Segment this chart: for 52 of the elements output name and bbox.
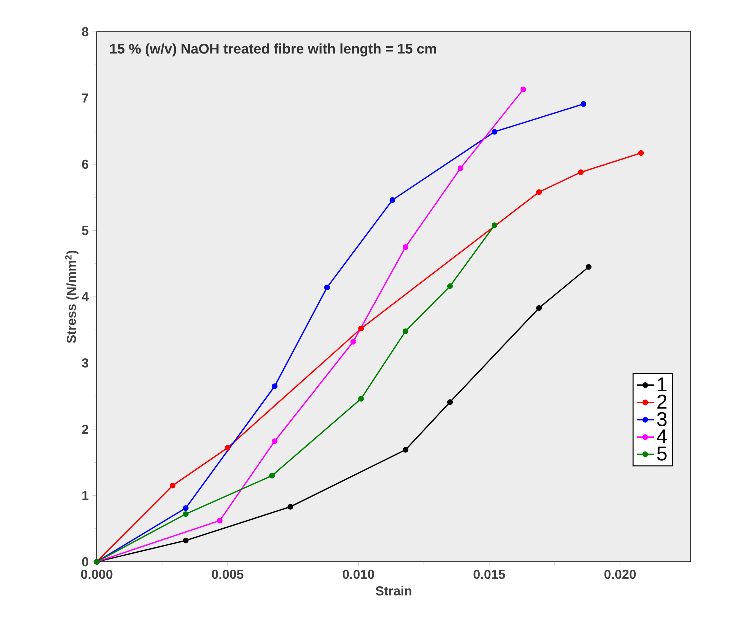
point — [224, 445, 231, 451]
point — [288, 504, 294, 510]
y-tick-label: 2 — [82, 424, 89, 434]
point — [458, 166, 464, 172]
x-tick-label: 0.010 — [342, 570, 374, 580]
y-tick-label: 5 — [82, 226, 89, 236]
point — [217, 518, 223, 524]
point — [402, 447, 409, 453]
point — [183, 505, 189, 512]
point — [390, 197, 396, 204]
legend-label: 4 — [657, 430, 668, 444]
x-tick-label: 0.000 — [81, 570, 113, 580]
point — [358, 396, 364, 402]
point — [269, 473, 276, 479]
x-axis-title: Strain — [376, 586, 412, 596]
point — [536, 189, 542, 196]
text: 15 % (w/v) NaOH treated fibre with length = 15 cm — [110, 44, 436, 57]
point — [638, 150, 644, 156]
point — [324, 284, 330, 291]
x-tick-label: 0.005 — [212, 570, 244, 580]
y-tick-label: 8 — [82, 27, 89, 37]
point — [183, 511, 189, 518]
point — [447, 284, 454, 290]
point — [272, 384, 278, 390]
point — [272, 438, 278, 444]
y-tick-label: 3 — [82, 358, 89, 368]
point — [580, 101, 587, 108]
point — [492, 129, 498, 135]
y-tick-label: 6 — [82, 160, 89, 170]
point — [402, 244, 409, 250]
legend-label: 1 — [658, 378, 667, 392]
x-tick-label: 0.015 — [474, 570, 506, 580]
point — [402, 328, 409, 334]
y-tick-label: 0 — [82, 557, 88, 567]
point — [350, 339, 356, 345]
point — [578, 170, 584, 176]
point — [170, 482, 176, 489]
point — [447, 399, 454, 406]
y-tick-label: 4 — [82, 292, 89, 302]
y-tick-label: 7 — [82, 94, 88, 103]
legend-label: 2 — [658, 394, 667, 409]
y-tick-label: 1 — [82, 491, 89, 500]
x-tick-label: 0.020 — [604, 570, 636, 580]
y-axis-title: Stress (N/mm$^{2}$) — [65, 250, 79, 344]
point — [520, 86, 526, 92]
point — [492, 222, 498, 228]
point — [358, 326, 364, 332]
point — [586, 264, 592, 270]
legend-label: 5 — [657, 446, 667, 461]
point — [183, 538, 189, 544]
point — [536, 305, 542, 312]
legend-label: 3 — [657, 412, 667, 426]
